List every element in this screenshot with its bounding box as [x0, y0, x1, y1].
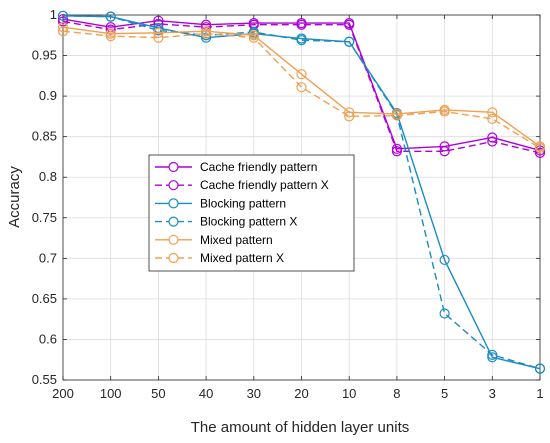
- data-point-marker: [248, 30, 259, 41]
- data-point-marker: [296, 82, 307, 93]
- x-axis-title: The amount of hidden layer units: [191, 419, 409, 436]
- data-point-marker: [296, 69, 307, 80]
- y-tick-label: 0.8: [39, 169, 57, 184]
- x-tick-label: 8: [393, 386, 400, 401]
- data-point-marker: [57, 13, 69, 25]
- data-point-marker: [153, 32, 164, 43]
- legend-marker: [168, 180, 179, 191]
- legend-label: Cache friendly pattern: [200, 160, 317, 174]
- data-point-marker: [534, 147, 546, 158]
- series-line: [62, 26, 541, 147]
- series-mixed-pattern-x: [57, 26, 546, 154]
- data-point-marker: [391, 110, 402, 121]
- x-tick-label: 5: [441, 386, 448, 401]
- series-layer: [57, 10, 546, 374]
- legend: Cache friendly pattern Cache friendly pat…: [148, 154, 355, 272]
- legend-label: Mixed pattern: [200, 233, 273, 247]
- series-line: [62, 30, 541, 149]
- x-tick-label: 40: [199, 386, 213, 401]
- data-point-marker: [344, 19, 355, 30]
- legend-box: [148, 154, 355, 272]
- x-tick-label: 20: [294, 386, 308, 401]
- data-point-marker: [487, 352, 498, 363]
- legend-marker: [168, 216, 179, 227]
- x-tick-labels: 200 100 50 40 30 20 10 8 5 3 1: [52, 386, 543, 401]
- data-point-marker: [344, 107, 355, 118]
- data-point-marker: [391, 143, 402, 154]
- data-point-marker: [487, 113, 498, 124]
- y-tick-labels: 0.55 0.6 0.65 0.7 0.75 0.8 0.85 0.9 0.95 1: [32, 7, 57, 387]
- data-point-marker: [487, 107, 498, 118]
- legend-label: Blocking pattern: [200, 196, 286, 210]
- data-point-marker: [391, 146, 402, 157]
- legend-label: Blocking pattern X: [200, 215, 297, 229]
- data-point-marker: [153, 15, 164, 26]
- x-tick-label: 200: [52, 386, 74, 401]
- data-point-marker: [153, 25, 164, 36]
- data-point-marker: [439, 106, 450, 117]
- data-point-marker: [153, 27, 164, 38]
- data-point-marker: [534, 142, 546, 154]
- data-point-marker: [296, 35, 307, 46]
- series-line: [62, 15, 541, 370]
- y-tick-label: 0.85: [32, 129, 57, 144]
- legend-entry: Mixed pattern: [155, 233, 273, 247]
- legend-marker: [168, 234, 179, 245]
- data-point-marker: [201, 28, 212, 39]
- legend-marker: [168, 161, 179, 173]
- data-point-marker: [439, 141, 450, 152]
- data-point-marker: [248, 26, 259, 38]
- x-tick-label: 30: [247, 386, 261, 401]
- legend-marker: [168, 198, 179, 209]
- legend-marker: [168, 252, 179, 264]
- data-point-marker: [296, 19, 307, 30]
- legend-label: Mixed pattern X: [200, 251, 284, 265]
- legend-entries: Cache friendly pattern Cache friendly pat…: [155, 160, 329, 265]
- data-point-marker: [487, 349, 498, 360]
- x-tick-label: 50: [151, 386, 165, 401]
- legend-entry: Blocking pattern: [155, 196, 286, 210]
- x-tick-label: 100: [100, 386, 122, 401]
- data-point-marker: [439, 254, 450, 266]
- series-line: [62, 15, 541, 370]
- legend-label: Cache friendly pattern X: [200, 178, 329, 192]
- legend-entry: Cache friendly pattern: [155, 160, 317, 174]
- data-point-marker: [248, 32, 259, 43]
- y-tick-label: 0.65: [32, 291, 57, 306]
- data-point-marker: [201, 26, 212, 37]
- legend-entry: Cache friendly pattern X: [155, 178, 329, 192]
- y-tick-label: 0.75: [32, 210, 57, 225]
- data-point-marker: [534, 363, 546, 374]
- series-line: [62, 18, 541, 152]
- y-tick-label: 1: [50, 7, 57, 22]
- data-point-marker: [57, 10, 69, 21]
- data-point-marker: [344, 111, 355, 122]
- data-point-marker: [57, 16, 69, 27]
- y-axis-title: Accuracy: [6, 166, 23, 228]
- y-tick-label: 0.95: [32, 48, 57, 63]
- data-point-marker: [57, 26, 69, 37]
- x-tick-label: 1: [536, 386, 543, 401]
- data-point-marker: [105, 28, 116, 39]
- legend-entry: Blocking pattern X: [155, 215, 297, 229]
- y-tick-label: 0.6: [39, 331, 57, 346]
- data-point-marker: [487, 136, 498, 147]
- data-point-marker: [439, 308, 450, 319]
- legend-entry: Mixed pattern X: [155, 251, 284, 265]
- x-tick-label: 3: [489, 386, 496, 401]
- data-point-marker: [439, 146, 450, 157]
- data-point-marker: [344, 36, 355, 47]
- y-tick-label: 0.9: [39, 88, 57, 103]
- data-point-marker: [105, 30, 116, 42]
- data-point-marker: [105, 11, 116, 22]
- y-tick-label: 0.7: [39, 250, 57, 265]
- x-tick-label: 10: [342, 386, 356, 401]
- y-tick-label: 0.55: [32, 372, 57, 387]
